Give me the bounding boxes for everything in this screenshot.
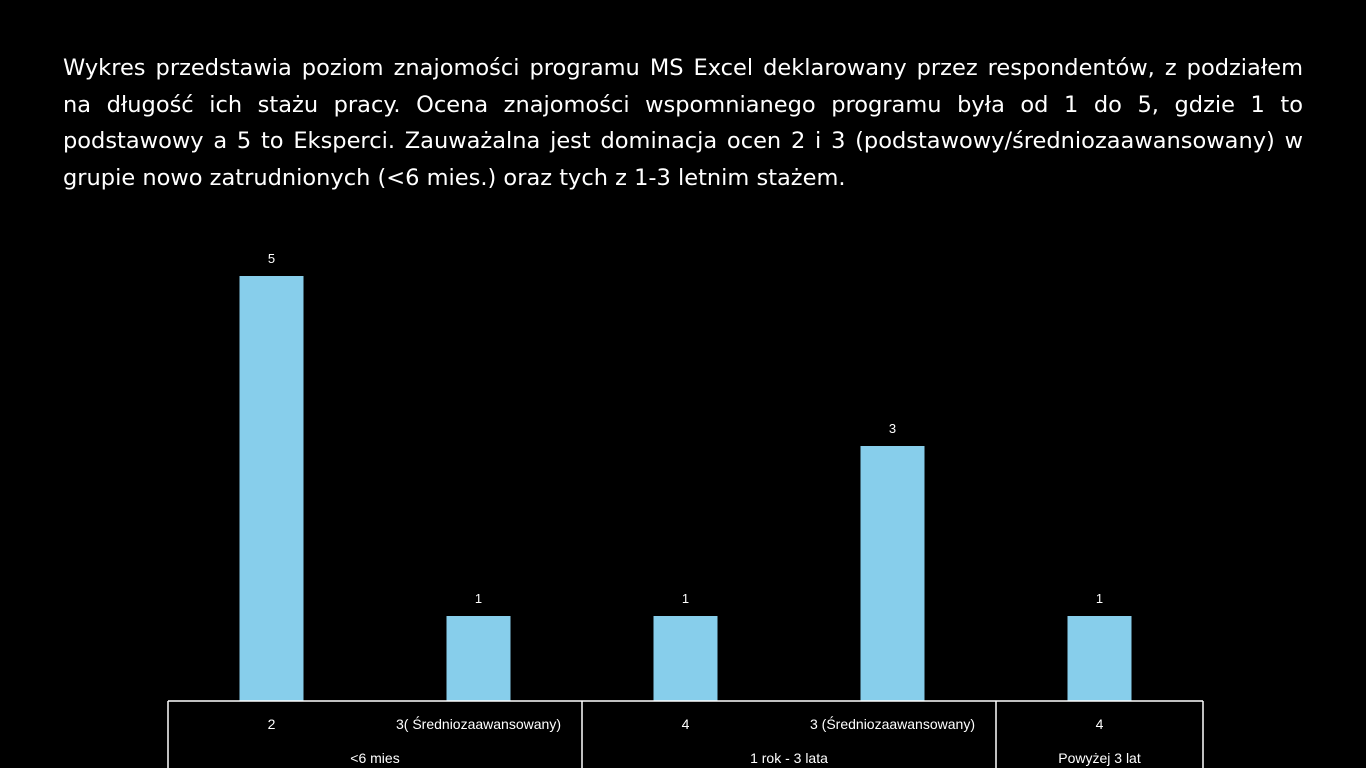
data-labels-layer: 5 1 1 3 1 [268, 251, 1103, 606]
group-label-1: <6 mies [350, 750, 399, 766]
category-label-2: 3( Średniozaawansowany) [396, 715, 561, 732]
chart-description: Wykres przedstawia poziom znajomości pro… [63, 55, 1303, 191]
category-axis: 2 3( Średniozaawansowany) 4 3 (Średniozaawa… [167, 700, 1204, 768]
bar-3 [653, 616, 718, 701]
data-label-1: 5 [268, 251, 275, 266]
bar-1 [239, 276, 304, 701]
bar-2 [446, 616, 511, 701]
group-label-2: 1 rok - 3 lata [750, 750, 828, 766]
category-label-1: 2 [268, 716, 276, 732]
bar-4 [860, 446, 925, 701]
group-label-3: Powyżej 3 lat [1058, 750, 1141, 766]
data-label-4: 3 [889, 421, 896, 436]
category-label-5: 4 [1096, 716, 1104, 732]
data-label-2: 1 [475, 591, 482, 606]
data-label-3: 1 [682, 591, 689, 606]
bar-5 [1067, 616, 1132, 701]
data-label-5: 1 [1096, 591, 1103, 606]
bars-layer [239, 276, 1132, 701]
category-label-3: 4 [682, 716, 690, 732]
category-label-4: 3 (Średniozaawansowany) [810, 715, 975, 732]
